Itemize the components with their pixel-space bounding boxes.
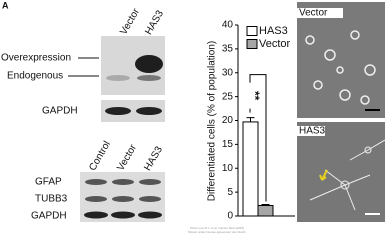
- micrograph-label: Vector: [299, 8, 328, 19]
- bar: [257, 204, 274, 217]
- lane-label: Vector: [115, 142, 139, 173]
- band: [136, 107, 162, 115]
- lane-label: Vector: [118, 6, 142, 37]
- credit: Shown under license agreement via CiteAb: [188, 230, 246, 234]
- y-tick-label: 5: [227, 187, 233, 198]
- lane-label: Control: [87, 139, 113, 172]
- row-label: GAPDH: [31, 211, 67, 222]
- legend-label: Vector: [259, 38, 291, 50]
- cells: [309, 139, 385, 211]
- row-label: GAPDH: [42, 106, 78, 117]
- arrow: [319, 169, 328, 181]
- error-bar: [246, 117, 255, 122]
- annotation: **: [248, 91, 262, 101]
- y-tick-label: 0: [227, 211, 233, 222]
- blot: [101, 100, 165, 122]
- legend-label: HAS3: [259, 25, 288, 37]
- bands: [85, 179, 161, 202]
- bands: [84, 211, 162, 219]
- bar: [242, 121, 259, 217]
- legend-swatch: [246, 26, 258, 36]
- credit: Photo Lee M.J. et al. Cancer Med (2019): [190, 226, 244, 230]
- band: [135, 55, 163, 73]
- y-tick-label: 35: [222, 44, 234, 55]
- legend-swatch: [246, 39, 258, 49]
- significance-bracket: [249, 74, 267, 202]
- micrograph: [297, 122, 385, 222]
- band: [137, 75, 161, 81]
- label-box: [297, 8, 343, 18]
- y-axis-title: Differentiated cells (% of population): [207, 41, 218, 201]
- lane-label: HAS3: [143, 8, 166, 37]
- y-tick-label: 20: [222, 115, 234, 126]
- row-label: Endogenous: [7, 71, 63, 82]
- row-label: GFAP: [35, 177, 62, 188]
- row-label: Overexpression: [1, 53, 71, 64]
- error-bar: [261, 204, 270, 206]
- micrograph: [297, 2, 385, 118]
- band: [106, 75, 130, 81]
- y-tick-label: 10: [222, 163, 234, 174]
- y-tick-label: 15: [222, 139, 234, 150]
- label-box: [297, 126, 325, 136]
- cells: [305, 30, 376, 105]
- y-tick-label: 30: [222, 67, 234, 78]
- y-tick-label: 25: [222, 91, 234, 102]
- band: [105, 107, 131, 115]
- lane-label: HAS3: [142, 144, 165, 173]
- y-tick-label: 40: [222, 20, 234, 31]
- row-label: TUBB3: [35, 194, 68, 205]
- micrograph-label: HAS3: [299, 126, 326, 137]
- panel-label: A: [2, 0, 9, 10]
